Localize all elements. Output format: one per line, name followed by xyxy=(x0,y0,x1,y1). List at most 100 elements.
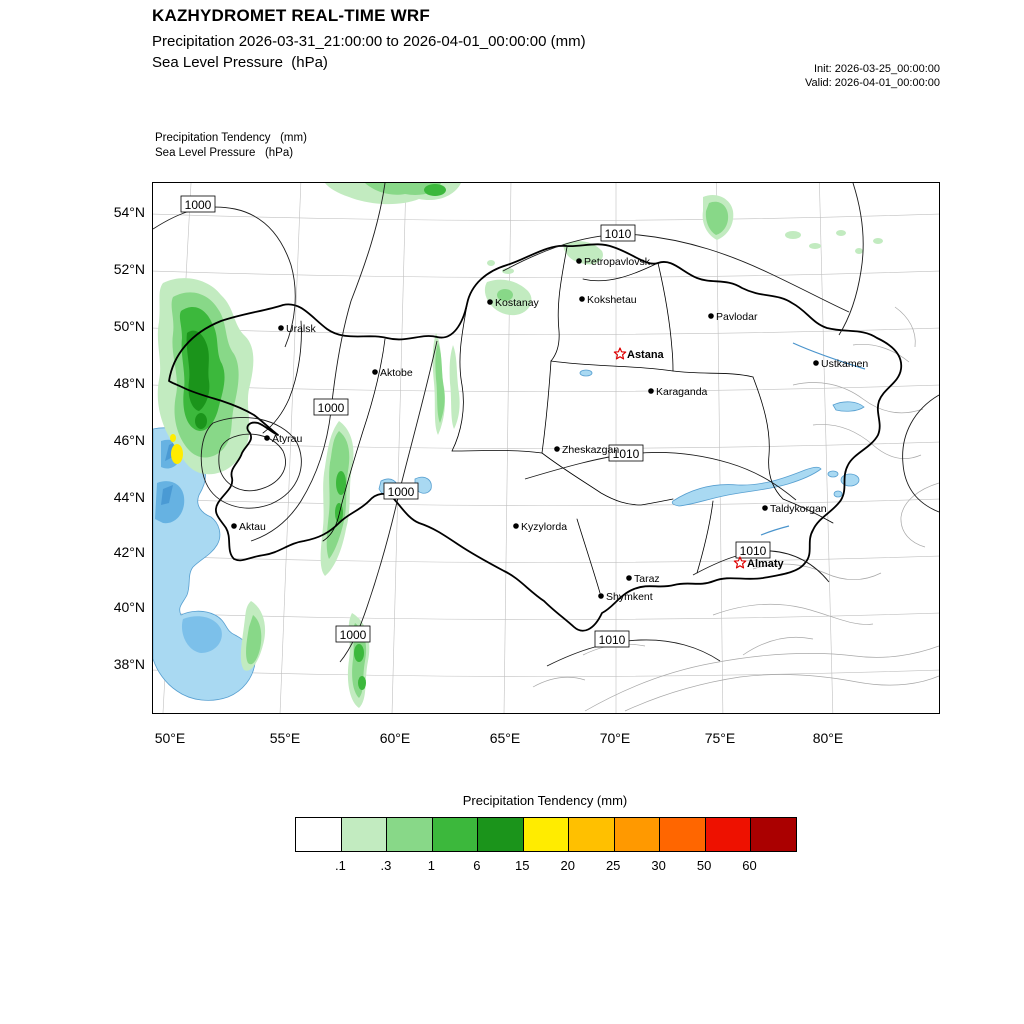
graticule-meridian xyxy=(715,183,724,713)
lat-label: 38°N xyxy=(113,656,145,672)
precip-streak xyxy=(435,343,445,423)
precip-west-heavy xyxy=(195,413,207,429)
graticule-parallel xyxy=(153,327,939,335)
isobar-1000 xyxy=(339,340,438,663)
colorbar xyxy=(295,817,797,852)
city-dot xyxy=(231,523,237,529)
graticule-grid xyxy=(153,183,939,713)
legend-pressure-line: Sea Level Pressure (hPa) xyxy=(155,147,294,159)
isobar-label-box xyxy=(608,444,644,462)
colorbar-tick: .1 xyxy=(335,858,346,873)
oblast-border xyxy=(582,262,659,282)
isobar-label-box xyxy=(313,398,349,416)
subtitle-precipitation: Precipitation 2026-03-31_21:00:00 to 202… xyxy=(152,33,586,50)
graticule-parallel xyxy=(153,270,939,278)
precip-patch xyxy=(836,230,846,236)
colorbar-cell xyxy=(569,818,615,851)
colorbar-cell xyxy=(614,818,661,851)
precip-streak xyxy=(326,431,350,559)
lake-zaysan xyxy=(832,401,865,412)
isobar-label-box xyxy=(180,195,216,213)
isobar-line xyxy=(838,183,864,336)
terrain-line xyxy=(532,677,586,688)
colorbar-tick: 1 xyxy=(427,858,435,873)
lat-label: 46°N xyxy=(113,432,145,448)
graticule-parallel xyxy=(153,441,939,449)
precip-yellow-core xyxy=(171,444,183,464)
lon-label: 50°E xyxy=(154,730,186,746)
isobar-label-group: 1000 1010 1000 1010 1000 1010 1000 1010 xyxy=(180,195,771,648)
terrain-line xyxy=(752,563,882,581)
oblast-border xyxy=(451,450,543,454)
lon-label: 55°E xyxy=(269,730,301,746)
colorbar-tick: 20 xyxy=(560,858,575,873)
city-label: Uralsk xyxy=(286,323,317,335)
isobar-label-box xyxy=(594,630,630,648)
map-frame: 1000 1010 1000 1010 1000 1010 1000 1010 Petropa… xyxy=(152,182,940,714)
colorbar-tick: 60 xyxy=(742,858,757,873)
lon-label: 60°E xyxy=(379,730,411,746)
colorbar-tick-labels: .1 .3 1 6 15 20 25 30 50 60 xyxy=(295,858,795,874)
graticule-meridian xyxy=(391,183,407,713)
lon-label: 75°E xyxy=(704,730,736,746)
city-label: Petropavlovsk xyxy=(584,256,651,268)
isobar-label-box xyxy=(600,224,636,242)
lat-label: 50°N xyxy=(113,318,145,334)
terrain-line xyxy=(742,636,814,656)
city-dot xyxy=(372,369,378,375)
subtitle-pressure: Sea Level Pressure (hPa) xyxy=(152,54,328,71)
isobar-label: 1000 xyxy=(318,401,345,415)
small-lake xyxy=(827,470,839,478)
colorbar-cell xyxy=(751,818,797,851)
city-label: Karaganda xyxy=(656,386,708,398)
lon-label: 70°E xyxy=(599,730,631,746)
precip-patch xyxy=(487,260,495,266)
oblast-border xyxy=(657,262,674,372)
city-label: Taldykorgan xyxy=(770,503,827,515)
precip-patch xyxy=(809,243,821,249)
city-label: Atyrau xyxy=(272,433,303,445)
city-label: Ustkamen xyxy=(821,358,868,370)
precip-patch xyxy=(358,676,366,690)
lat-label: 54°N xyxy=(113,204,145,220)
oblast-borders xyxy=(262,246,834,594)
graticule-parallel xyxy=(153,213,939,221)
oblast-border xyxy=(696,500,714,574)
init-time: Init: 2026-03-25_00:00:00 xyxy=(814,63,940,75)
oblast-border xyxy=(752,376,784,500)
precip-patch xyxy=(354,644,364,662)
irtysh-river xyxy=(792,342,866,370)
colorbar-cell xyxy=(432,818,479,851)
ili-river xyxy=(760,525,790,536)
capital-star-icon xyxy=(613,347,627,360)
city-label: Shymkent xyxy=(606,591,653,603)
city-label: Astana xyxy=(627,349,665,361)
graticule-parallel xyxy=(153,612,939,620)
terrain-contours xyxy=(532,306,939,712)
isobar-1000 xyxy=(250,183,386,542)
graticule-meridian xyxy=(819,183,834,713)
colorbar-tick: 6 xyxy=(473,858,481,873)
city-dot xyxy=(626,575,632,581)
isobar-label-box xyxy=(735,541,771,559)
city-dot xyxy=(487,299,493,305)
graticule-parallel xyxy=(153,555,939,563)
oblast-border xyxy=(541,360,552,454)
oblast-border xyxy=(262,320,302,434)
colorbar-tick: 50 xyxy=(696,858,712,873)
precip-patch xyxy=(336,471,346,495)
lat-label: 40°N xyxy=(113,599,145,615)
precip-streak xyxy=(449,345,460,429)
legend-precip-line: Precipitation Tendency (mm) xyxy=(155,132,307,144)
precip-patch xyxy=(855,248,863,254)
isobar-1010 xyxy=(546,639,721,667)
city-dot xyxy=(813,360,819,366)
terrain-line xyxy=(900,482,939,548)
city-label: Taraz xyxy=(634,573,660,585)
colorbar-cell xyxy=(660,818,706,851)
lat-label: 48°N xyxy=(113,375,145,391)
page-title: KAZHYDROMET REAL-TIME WRF xyxy=(152,6,430,25)
precipitation-overlay xyxy=(157,183,883,708)
precip-patch xyxy=(246,615,262,665)
isobar-label-box xyxy=(383,482,419,500)
